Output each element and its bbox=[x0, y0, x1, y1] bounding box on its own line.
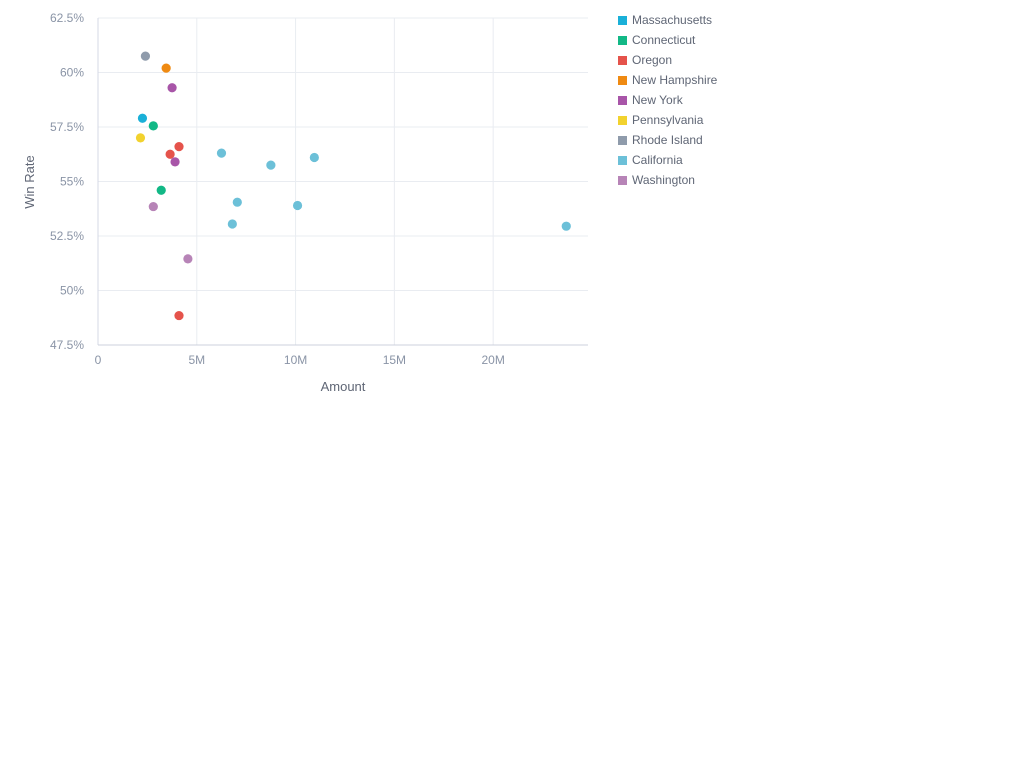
legend-label: New Hampshire bbox=[632, 73, 718, 87]
legend-swatch bbox=[618, 135, 627, 145]
legend: Massachusetts Connecticut Oregon New Hampsh… bbox=[618, 10, 717, 190]
y-tick-label: 47.5% bbox=[50, 338, 84, 352]
data-point-new-york[interactable] bbox=[167, 83, 177, 93]
scatter-plot: 47.5% 50% 52.5% 55% 57.5% 60% 62.5% 0 5M 10M 15M 20… bbox=[22, 11, 588, 394]
x-tick-label: 15M bbox=[383, 353, 406, 367]
x-axis-title: Amount bbox=[321, 379, 366, 394]
data-point-oregon[interactable] bbox=[174, 142, 184, 152]
data-point-washington[interactable] bbox=[183, 254, 193, 264]
data-point-new-york[interactable] bbox=[170, 157, 180, 167]
data-point-california[interactable] bbox=[216, 148, 227, 158]
data-point-california[interactable] bbox=[227, 219, 237, 229]
legend-label: California bbox=[632, 153, 683, 167]
y-tick-label: 52.5% bbox=[50, 229, 84, 243]
legend-item-pennsylvania[interactable]: Pennsylvania bbox=[618, 110, 717, 130]
data-point-california[interactable] bbox=[561, 221, 571, 231]
data-point-oregon[interactable] bbox=[174, 310, 184, 321]
legend-swatch bbox=[618, 115, 627, 125]
legend-label: Connecticut bbox=[632, 33, 696, 47]
legend-item-new-york[interactable]: New York bbox=[618, 90, 717, 110]
legend-swatch bbox=[618, 15, 627, 25]
legend-item-connecticut[interactable]: Connecticut bbox=[618, 30, 717, 50]
legend-swatch bbox=[618, 155, 627, 165]
y-tick-label: 55% bbox=[60, 175, 84, 189]
x-tick-label: 0 bbox=[95, 353, 102, 367]
legend-label: Massachusetts bbox=[632, 13, 713, 27]
data-point-california[interactable] bbox=[232, 197, 242, 207]
data-point-california[interactable] bbox=[292, 200, 303, 211]
data-point-pennsylvania[interactable] bbox=[135, 133, 146, 143]
data-point-rhode-island[interactable] bbox=[140, 51, 151, 61]
axes: 47.5% 50% 52.5% 55% 57.5% 60% 62.5% 0 5M 10M 15M 20… bbox=[50, 11, 588, 367]
legend-swatch bbox=[618, 175, 627, 185]
y-tick-label: 62.5% bbox=[50, 11, 84, 25]
legend-label: New York bbox=[632, 93, 683, 107]
legend-item-massachusetts[interactable]: Massachusetts bbox=[618, 10, 717, 30]
legend-label: Pennsylvania bbox=[632, 113, 704, 127]
gridlines bbox=[98, 17, 588, 345]
y-tick-label: 60% bbox=[60, 66, 84, 80]
data-point-oregon[interactable] bbox=[165, 149, 175, 159]
x-tick-label: 10M bbox=[284, 353, 307, 367]
y-tick-label: 57.5% bbox=[50, 120, 84, 134]
legend-swatch bbox=[618, 55, 627, 65]
data-point-connecticut[interactable] bbox=[148, 121, 158, 131]
data-points bbox=[135, 51, 571, 321]
data-point-massachusetts[interactable] bbox=[137, 113, 148, 123]
legend-swatch bbox=[618, 35, 627, 45]
data-point-california[interactable] bbox=[309, 152, 319, 163]
legend-item-rhode-island[interactable]: Rhode Island bbox=[618, 130, 717, 150]
legend-swatch bbox=[618, 95, 627, 105]
legend-swatch bbox=[618, 75, 627, 85]
legend-label: Washington bbox=[632, 173, 695, 187]
y-axis-title: Win Rate bbox=[22, 155, 37, 208]
x-tick-label: 20M bbox=[481, 353, 504, 367]
legend-item-oregon[interactable]: Oregon bbox=[618, 50, 717, 70]
data-point-california[interactable] bbox=[266, 160, 276, 170]
y-tick-label: 50% bbox=[60, 284, 84, 298]
data-point-washington[interactable] bbox=[148, 201, 158, 212]
legend-item-washington[interactable]: Washington bbox=[618, 170, 717, 190]
x-tick-label: 5M bbox=[188, 353, 205, 367]
data-point-new-hampshire[interactable] bbox=[161, 63, 171, 73]
legend-label: Rhode Island bbox=[632, 133, 703, 147]
legend-item-california[interactable]: California bbox=[618, 150, 717, 170]
legend-item-new-hampshire[interactable]: New Hampshire bbox=[618, 70, 717, 90]
legend-label: Oregon bbox=[632, 53, 673, 67]
data-point-connecticut[interactable] bbox=[156, 185, 166, 195]
